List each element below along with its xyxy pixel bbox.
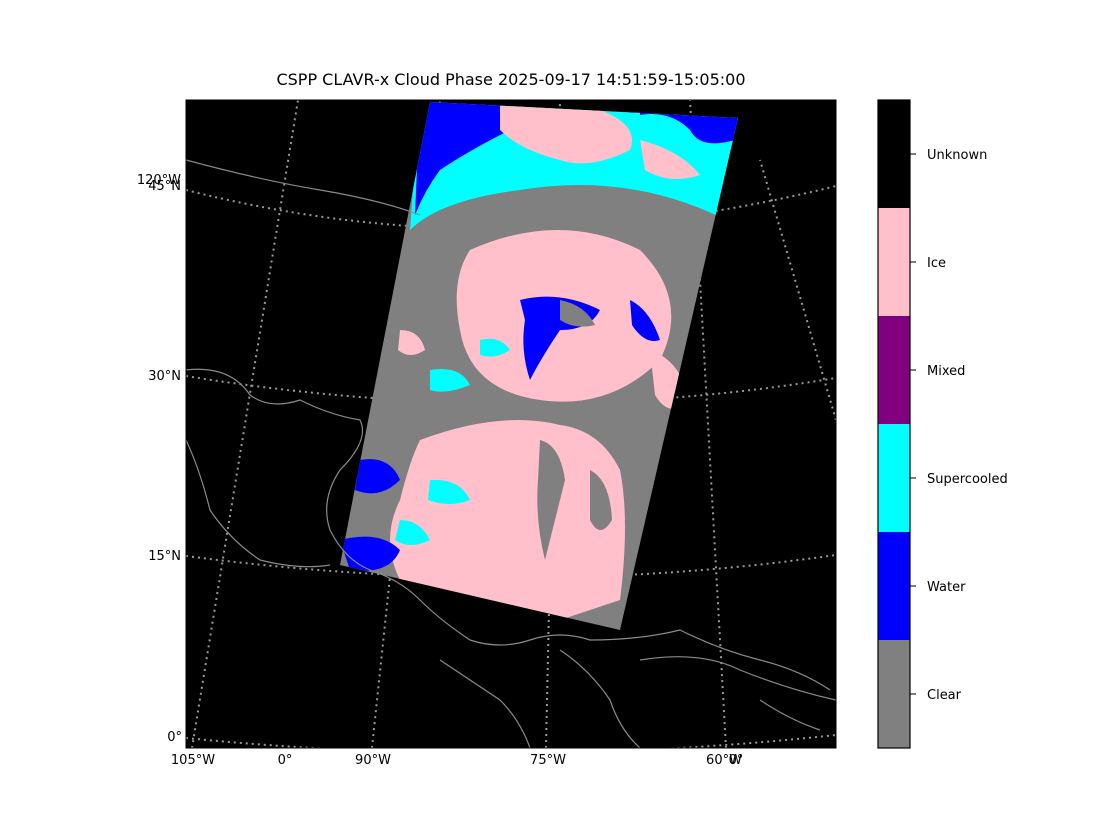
colorbar-frame [877,99,911,749]
lat-label-30n: 30°N [148,369,181,384]
lat-label-15n: 15°N [148,549,181,564]
colorbar-label-water: Water [927,580,966,595]
colorbar-swatch-mixed [878,316,910,424]
colorbar-swatch-clear [878,640,910,748]
lon-label-105w: 105°W [171,753,215,768]
colorbar-label-ice: Ice [927,256,946,271]
colorbar: Unknown Ice Mixed Supercooled Water Clear [877,99,1008,749]
lon-label-60w: 60°W [706,753,742,768]
colorbar-swatch-unknown [878,100,910,208]
colorbar-label-mixed: Mixed [927,364,965,379]
colorbar-label-clear: Clear [927,688,962,703]
map-title: CSPP CLAVR-x Cloud Phase 2025-09-17 14:5… [276,70,746,89]
colorbar-swatch-water [878,532,910,640]
colorbar-swatch-ice [878,208,910,316]
coastlines [186,159,836,748]
lon-label-0-right: 0° [729,753,744,768]
lon-label-120w: 120°W [137,173,181,188]
lon-label-0-left: 0° [278,753,293,768]
lon-label-75w: 75°W [530,753,566,768]
colorbar-label-supercooled: Supercooled [927,472,1008,487]
colorbar-label-unknown: Unknown [927,148,987,163]
lat-label-45n: 45°N [148,179,181,194]
map-frame [185,99,837,749]
lon-label-90w: 90°W [355,753,391,768]
colorbar-swatch-supercooled [878,424,910,532]
lat-label-0: 0° [167,730,182,745]
